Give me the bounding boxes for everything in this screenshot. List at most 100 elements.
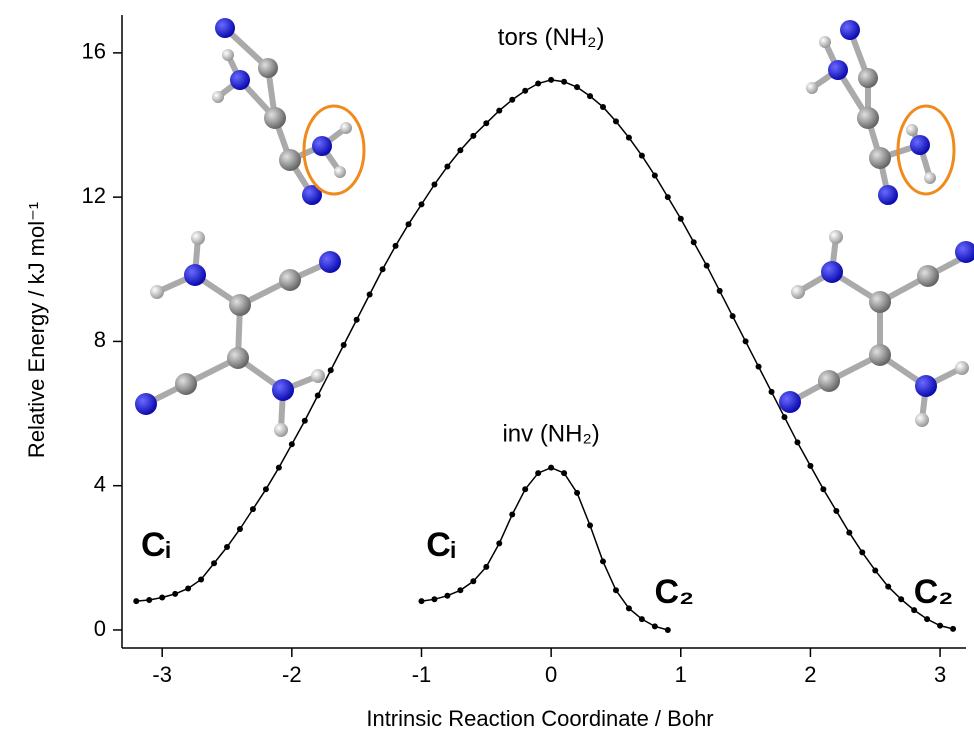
data-point: [457, 587, 463, 593]
data-point: [769, 389, 775, 395]
data-point: [457, 147, 463, 153]
data-point: [665, 627, 671, 633]
data-point: [198, 576, 204, 582]
data-point: [224, 544, 230, 550]
data-point: [172, 591, 178, 597]
y-tick-label: 16: [82, 39, 106, 64]
x-tick-label: 1: [675, 662, 687, 687]
data-point: [393, 243, 399, 249]
annotation: tors (NH₂): [498, 24, 605, 51]
data-point: [846, 530, 852, 536]
data-point: [794, 439, 800, 445]
data-point: [276, 465, 282, 471]
annotation: Cᵢ: [141, 526, 170, 564]
data-point: [587, 93, 593, 99]
molecule-c2-planar: [779, 230, 974, 427]
molecule-c2-twisted: [806, 20, 954, 205]
data-point: [561, 79, 567, 85]
chart: Intrinsic Reaction Coordinate / Bohr Rel…: [0, 0, 974, 738]
data-point: [483, 564, 489, 570]
data-point: [444, 593, 450, 599]
data-point: [509, 97, 515, 103]
data-point: [535, 81, 541, 87]
data-point: [509, 512, 515, 518]
data-point: [263, 486, 269, 492]
data-point: [470, 133, 476, 139]
y-tick-label: 12: [82, 183, 106, 208]
data-point: [418, 598, 424, 604]
data-point: [302, 418, 308, 424]
y-axis-label: Relative Energy / kJ mol⁻¹: [24, 202, 49, 458]
data-point: [289, 441, 295, 447]
annotation: C₂: [914, 573, 954, 611]
data-point: [211, 560, 217, 566]
data-point: [548, 465, 554, 471]
data-point: [587, 522, 593, 528]
data-point: [496, 540, 502, 546]
data-point: [820, 486, 826, 492]
data-point: [483, 120, 489, 126]
data-point: [859, 549, 865, 555]
data-point: [431, 596, 437, 602]
molecule-ci-twisted: [212, 18, 364, 205]
y-tick-label: 0: [94, 616, 106, 641]
data-point: [418, 201, 424, 207]
x-tick-label: -2: [282, 662, 302, 687]
data-point: [185, 585, 191, 591]
data-point: [328, 367, 334, 373]
data-point: [898, 596, 904, 602]
data-point: [315, 393, 321, 399]
annotation: inv (NH₂): [502, 421, 599, 448]
data-point: [250, 506, 256, 512]
data-point: [704, 263, 710, 269]
data-point: [561, 470, 567, 476]
x-tick-label: 3: [934, 662, 946, 687]
annotation: Cᵢ: [426, 526, 455, 564]
data-point: [678, 216, 684, 222]
data-point: [470, 578, 476, 584]
x-axis-label: Intrinsic Reaction Coordinate / Bohr: [366, 706, 713, 731]
data-point: [406, 221, 412, 227]
data-point: [380, 266, 386, 272]
data-point: [691, 239, 697, 245]
data-point: [548, 77, 554, 83]
data-point: [341, 342, 347, 348]
data-point: [574, 84, 580, 90]
data-point: [626, 135, 632, 141]
data-point: [950, 626, 956, 632]
data-point: [639, 616, 645, 622]
data-point: [159, 595, 165, 601]
series-line: [421, 468, 667, 630]
data-point: [613, 118, 619, 124]
data-point: [626, 605, 632, 611]
data-point: [496, 108, 502, 114]
data-point: [652, 173, 658, 179]
data-point: [237, 526, 243, 532]
data-point: [717, 288, 723, 294]
data-point: [431, 182, 437, 188]
x-tick-label: 2: [804, 662, 816, 687]
data-point: [600, 558, 606, 564]
y-tick-label: 8: [94, 327, 106, 352]
data-point: [807, 463, 813, 469]
data-point: [730, 313, 736, 319]
series-line: [136, 80, 953, 629]
data-point: [756, 364, 762, 370]
data-point: [639, 153, 645, 159]
data-point: [444, 163, 450, 169]
data-point: [743, 338, 749, 344]
y-tick-label: 4: [94, 472, 106, 497]
data-point: [574, 490, 580, 496]
data-point: [885, 584, 891, 590]
data-point: [146, 597, 152, 603]
data-point: [522, 88, 528, 94]
data-point: [522, 486, 528, 492]
x-tick-label: -3: [152, 662, 172, 687]
data-point: [600, 104, 606, 110]
data-point: [652, 623, 658, 629]
data-point: [535, 470, 541, 476]
x-tick-label: 0: [545, 662, 557, 687]
data-point: [613, 587, 619, 593]
data-point: [665, 194, 671, 200]
data-point: [367, 292, 373, 298]
